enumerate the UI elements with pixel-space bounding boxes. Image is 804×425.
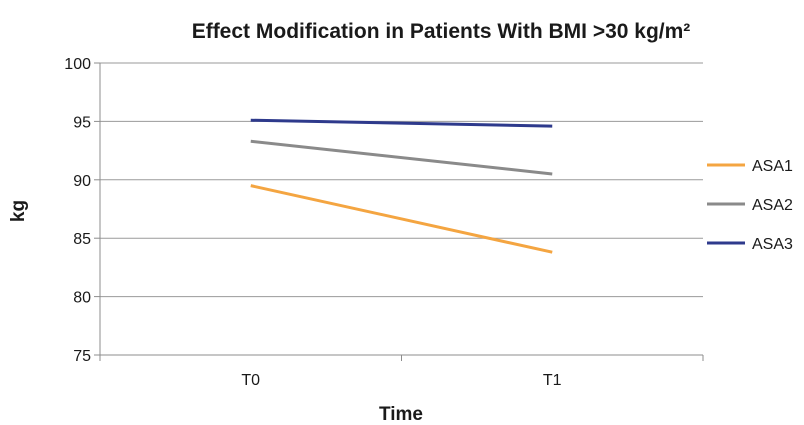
y-axis-title: kg <box>8 200 29 222</box>
legend-label-asa3: ASA3 <box>752 236 793 253</box>
legend-label-asa2: ASA2 <box>752 197 793 214</box>
series-line-asa3 <box>250 118 553 128</box>
x-tick-label: T0 <box>241 372 260 389</box>
series-line-asa2 <box>250 139 553 176</box>
legend: ASA1 ASA2 ASA3 <box>707 158 793 253</box>
y-tick-label: 75 <box>73 348 91 365</box>
series-line-asa1 <box>250 184 553 254</box>
y-tick-label: 90 <box>73 173 91 190</box>
y-ticks: 75 80 85 90 95 100 <box>64 56 100 365</box>
y-tick-label: 95 <box>73 114 91 131</box>
series-group <box>250 118 553 254</box>
x-tick-label: T1 <box>543 372 562 389</box>
x-ticks: T0 T1 <box>99 355 704 389</box>
grid-lines <box>100 62 703 298</box>
y-tick-label: 80 <box>73 290 91 307</box>
legend-label-asa1: ASA1 <box>752 158 793 175</box>
y-tick-label: 100 <box>64 56 91 73</box>
y-tick-label: 85 <box>73 231 91 248</box>
chart-title: Effect Modification in Patients With BMI… <box>192 20 691 43</box>
x-axis-title: Time <box>379 404 423 425</box>
